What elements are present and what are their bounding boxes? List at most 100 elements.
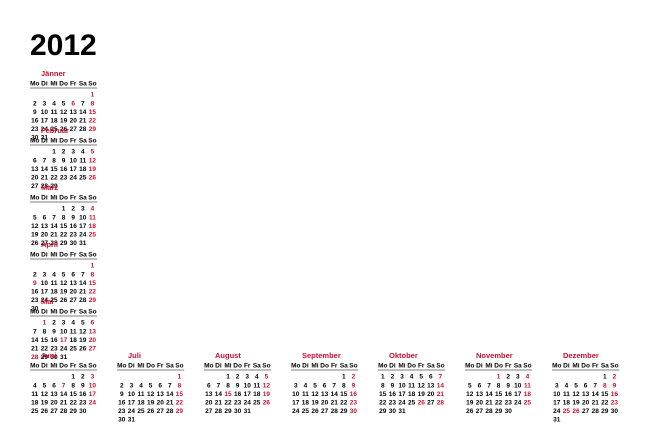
day: 9 <box>613 382 617 389</box>
day: 10 <box>553 391 561 398</box>
day: 27 <box>70 126 78 133</box>
day: 28 <box>166 408 174 415</box>
day: 8 <box>603 382 607 389</box>
day: 26 <box>31 240 39 247</box>
day: 3 <box>245 374 249 381</box>
weekday: Fr <box>331 363 338 370</box>
day: 17 <box>398 391 406 398</box>
day: 20 <box>50 400 58 407</box>
day: 2 <box>352 374 356 381</box>
weekday: Di <box>563 363 570 370</box>
day: 9 <box>33 280 37 287</box>
day: 8 <box>91 271 95 278</box>
day: 1 <box>178 374 182 381</box>
day: 15 <box>70 391 78 398</box>
day: 25 <box>79 175 87 182</box>
day: 25 <box>253 400 261 407</box>
weekday: Di <box>476 363 483 370</box>
day: 29 <box>89 126 97 133</box>
day: 9 <box>352 382 356 389</box>
day: 3 <box>400 374 404 381</box>
day: 4 <box>33 382 37 389</box>
day: 16 <box>350 391 358 398</box>
day: 24 <box>89 400 97 407</box>
day: 18 <box>302 400 310 407</box>
day: 8 <box>43 328 47 335</box>
day: 10 <box>244 382 252 389</box>
day: 22 <box>601 400 609 407</box>
day: 21 <box>79 289 87 296</box>
weekday: Sa <box>340 363 348 370</box>
day: 24 <box>244 400 252 407</box>
day: 18 <box>408 391 416 398</box>
day: 6 <box>71 100 75 107</box>
day: 12 <box>60 280 68 287</box>
day: 10 <box>79 214 87 221</box>
day: 7 <box>52 214 56 221</box>
weekday: Fr <box>70 309 77 316</box>
day: 17 <box>244 391 252 398</box>
day: 22 <box>89 289 97 296</box>
day: 16 <box>389 391 397 398</box>
weekday: Do <box>146 363 155 370</box>
day: 5 <box>419 374 423 381</box>
day: 12 <box>89 157 97 164</box>
day: 17 <box>60 337 68 344</box>
day: 15 <box>340 391 348 398</box>
day: 30 <box>79 408 87 415</box>
day: 6 <box>323 382 327 389</box>
day: 9 <box>71 214 75 221</box>
year-title: 2012 <box>30 29 97 62</box>
day: 2 <box>613 374 617 381</box>
day: 11 <box>563 391 570 398</box>
day: 7 <box>593 382 597 389</box>
weekday: So <box>523 363 531 370</box>
weekday: Di <box>389 363 396 370</box>
day: 14 <box>437 382 445 389</box>
day: 27 <box>427 400 435 407</box>
day: 20 <box>205 400 213 407</box>
weekday: Mo <box>30 195 39 202</box>
month-name: Juli <box>128 351 141 360</box>
weekday: Mi <box>50 195 57 202</box>
day: 2 <box>236 374 240 381</box>
day: 20 <box>321 400 329 407</box>
day: 5 <box>81 320 85 327</box>
day: 23 <box>234 400 242 407</box>
day: 18 <box>70 337 78 344</box>
day: 15 <box>50 166 58 173</box>
day: 9 <box>120 391 124 398</box>
day: 26 <box>263 400 271 407</box>
day: 13 <box>427 382 435 389</box>
day: 24 <box>398 400 406 407</box>
day: 26 <box>147 408 155 415</box>
weekday: Mo <box>30 252 39 259</box>
day: 15 <box>495 391 503 398</box>
weekday: Di <box>302 363 309 370</box>
day: 19 <box>89 166 97 173</box>
weekday: Fr <box>592 363 599 370</box>
day: 27 <box>157 408 165 415</box>
day: 11 <box>302 391 309 398</box>
day: 3 <box>516 374 520 381</box>
day: 22 <box>70 400 78 407</box>
weekday: Di <box>41 252 48 259</box>
weekday: So <box>349 363 357 370</box>
day: 15 <box>60 223 68 230</box>
day: 29 <box>601 408 609 415</box>
day: 12 <box>60 109 68 116</box>
day: 26 <box>41 408 49 415</box>
weekday: Mi <box>398 363 405 370</box>
day: 15 <box>89 280 97 287</box>
day: 19 <box>418 391 426 398</box>
day: 26 <box>466 408 474 415</box>
day: 30 <box>118 417 126 424</box>
day: 13 <box>50 391 58 398</box>
day: 7 <box>332 382 336 389</box>
day: 11 <box>51 109 58 116</box>
day: 13 <box>31 166 39 173</box>
day: 28 <box>437 400 445 407</box>
day: 24 <box>514 400 522 407</box>
day: 25 <box>31 408 39 415</box>
day: 22 <box>495 400 503 407</box>
